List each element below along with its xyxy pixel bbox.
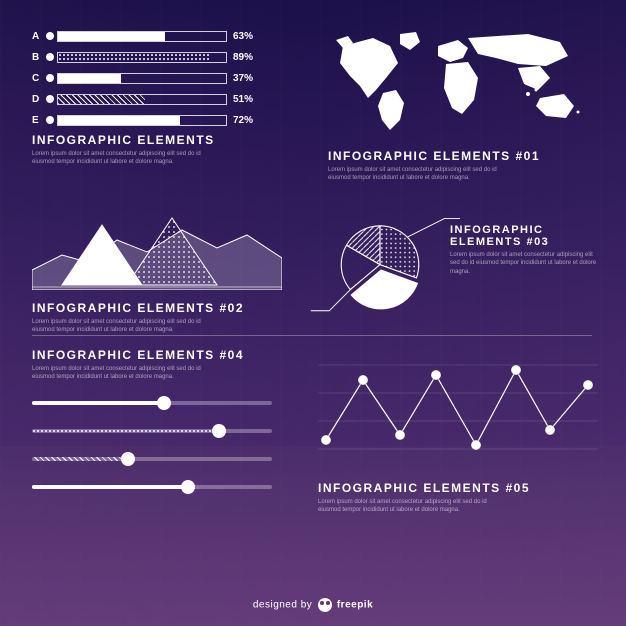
bars-subtitle: Lorem ipsum dolor sit amet consectetur a… (32, 150, 222, 167)
slider-thumb (157, 396, 171, 410)
pie-chart (300, 200, 460, 320)
map-subtitle: Lorem ipsum dolor sit amet consectetur a… (328, 166, 518, 183)
footer-brand: freepik (337, 600, 373, 611)
bar-row: D 51% (32, 91, 302, 107)
slider-thumb (121, 452, 135, 466)
bar-label: A (32, 31, 46, 42)
bar-track (57, 31, 227, 42)
map-title: INFOGRAPHIC ELEMENTS #01 (328, 149, 598, 163)
bar-dot-icon (46, 95, 54, 103)
world-map-icon (328, 28, 588, 138)
footer-prefix: designed by (253, 600, 312, 611)
bar-track (57, 73, 227, 84)
slider-fill (32, 485, 188, 489)
bar-fill (58, 95, 145, 104)
bar-dot-icon (46, 32, 54, 40)
section-pie: INFOGRAPHIC ELEMENTS #03 Lorem ipsum dol… (300, 200, 600, 300)
section-area: INFOGRAPHIC ELEMENTS #02 Lorem ipsum dol… (32, 200, 282, 335)
bar-fill (58, 32, 165, 41)
slider-row (32, 480, 312, 494)
bar-dot-icon (46, 116, 54, 124)
section-map: INFOGRAPHIC ELEMENTS #01 Lorem ipsum dol… (328, 28, 598, 183)
bar-label: D (32, 94, 46, 105)
slider-fill (32, 457, 128, 461)
slider-fill (32, 401, 164, 405)
bar-row: A 63% (32, 28, 302, 44)
bar-percent: 37% (233, 73, 253, 84)
sliders-subtitle: Lorem ipsum dolor sit amet consectetur a… (32, 365, 222, 382)
section-bars: A 63% B 89% C 37% D 51% E 72% INFOGRAPHIC ELEMENT… (32, 28, 302, 167)
slider-row (32, 424, 312, 438)
bar-percent: 72% (233, 115, 253, 126)
bar-row: B 89% (32, 49, 302, 65)
bar-fill (58, 53, 209, 62)
area-subtitle: Lorem ipsum dolor sit amet consectetur a… (32, 318, 222, 335)
line-title: INFOGRAPHIC ELEMENTS #05 (318, 481, 598, 495)
line-chart (318, 340, 598, 470)
divider (32, 335, 592, 336)
area-chart (32, 200, 282, 290)
area-title: INFOGRAPHIC ELEMENTS #02 (32, 301, 282, 315)
section-sliders: INFOGRAPHIC ELEMENTS #04 Lorem ipsum dol… (32, 340, 312, 508)
bar-percent: 51% (233, 94, 253, 105)
bar-fill (58, 74, 121, 83)
footer: designed by freepik (0, 598, 626, 612)
bar-label: E (32, 115, 46, 126)
bar-dot-icon (46, 74, 54, 82)
bar-track (57, 94, 227, 105)
bar-row: E 72% (32, 112, 302, 128)
bar-fill (58, 116, 180, 125)
sliders-title: INFOGRAPHIC ELEMENTS #04 (32, 348, 312, 362)
slider-row (32, 452, 312, 466)
bar-label: B (32, 52, 46, 63)
bar-row: C 37% (32, 70, 302, 86)
bar-percent: 63% (233, 31, 253, 42)
section-line: INFOGRAPHIC ELEMENTS #05 Lorem ipsum dol… (318, 340, 598, 515)
slider-thumb (181, 480, 195, 494)
slider-fill (32, 429, 219, 433)
freepik-logo-icon (318, 598, 332, 612)
bar-dot-icon (46, 53, 54, 61)
pie-subtitle: Lorem ipsum dolor sit amet consectetur a… (450, 251, 600, 276)
slider-row (32, 396, 312, 410)
bar-track (57, 52, 227, 63)
bars-title: INFOGRAPHIC ELEMENTS (32, 133, 302, 147)
pie-title: INFOGRAPHIC ELEMENTS #03 (450, 224, 600, 248)
slider-thumb (212, 424, 226, 438)
bar-label: C (32, 73, 46, 84)
bar-percent: 89% (233, 52, 253, 63)
line-subtitle: Lorem ipsum dolor sit amet consectetur a… (318, 498, 508, 515)
bar-track (57, 115, 227, 126)
